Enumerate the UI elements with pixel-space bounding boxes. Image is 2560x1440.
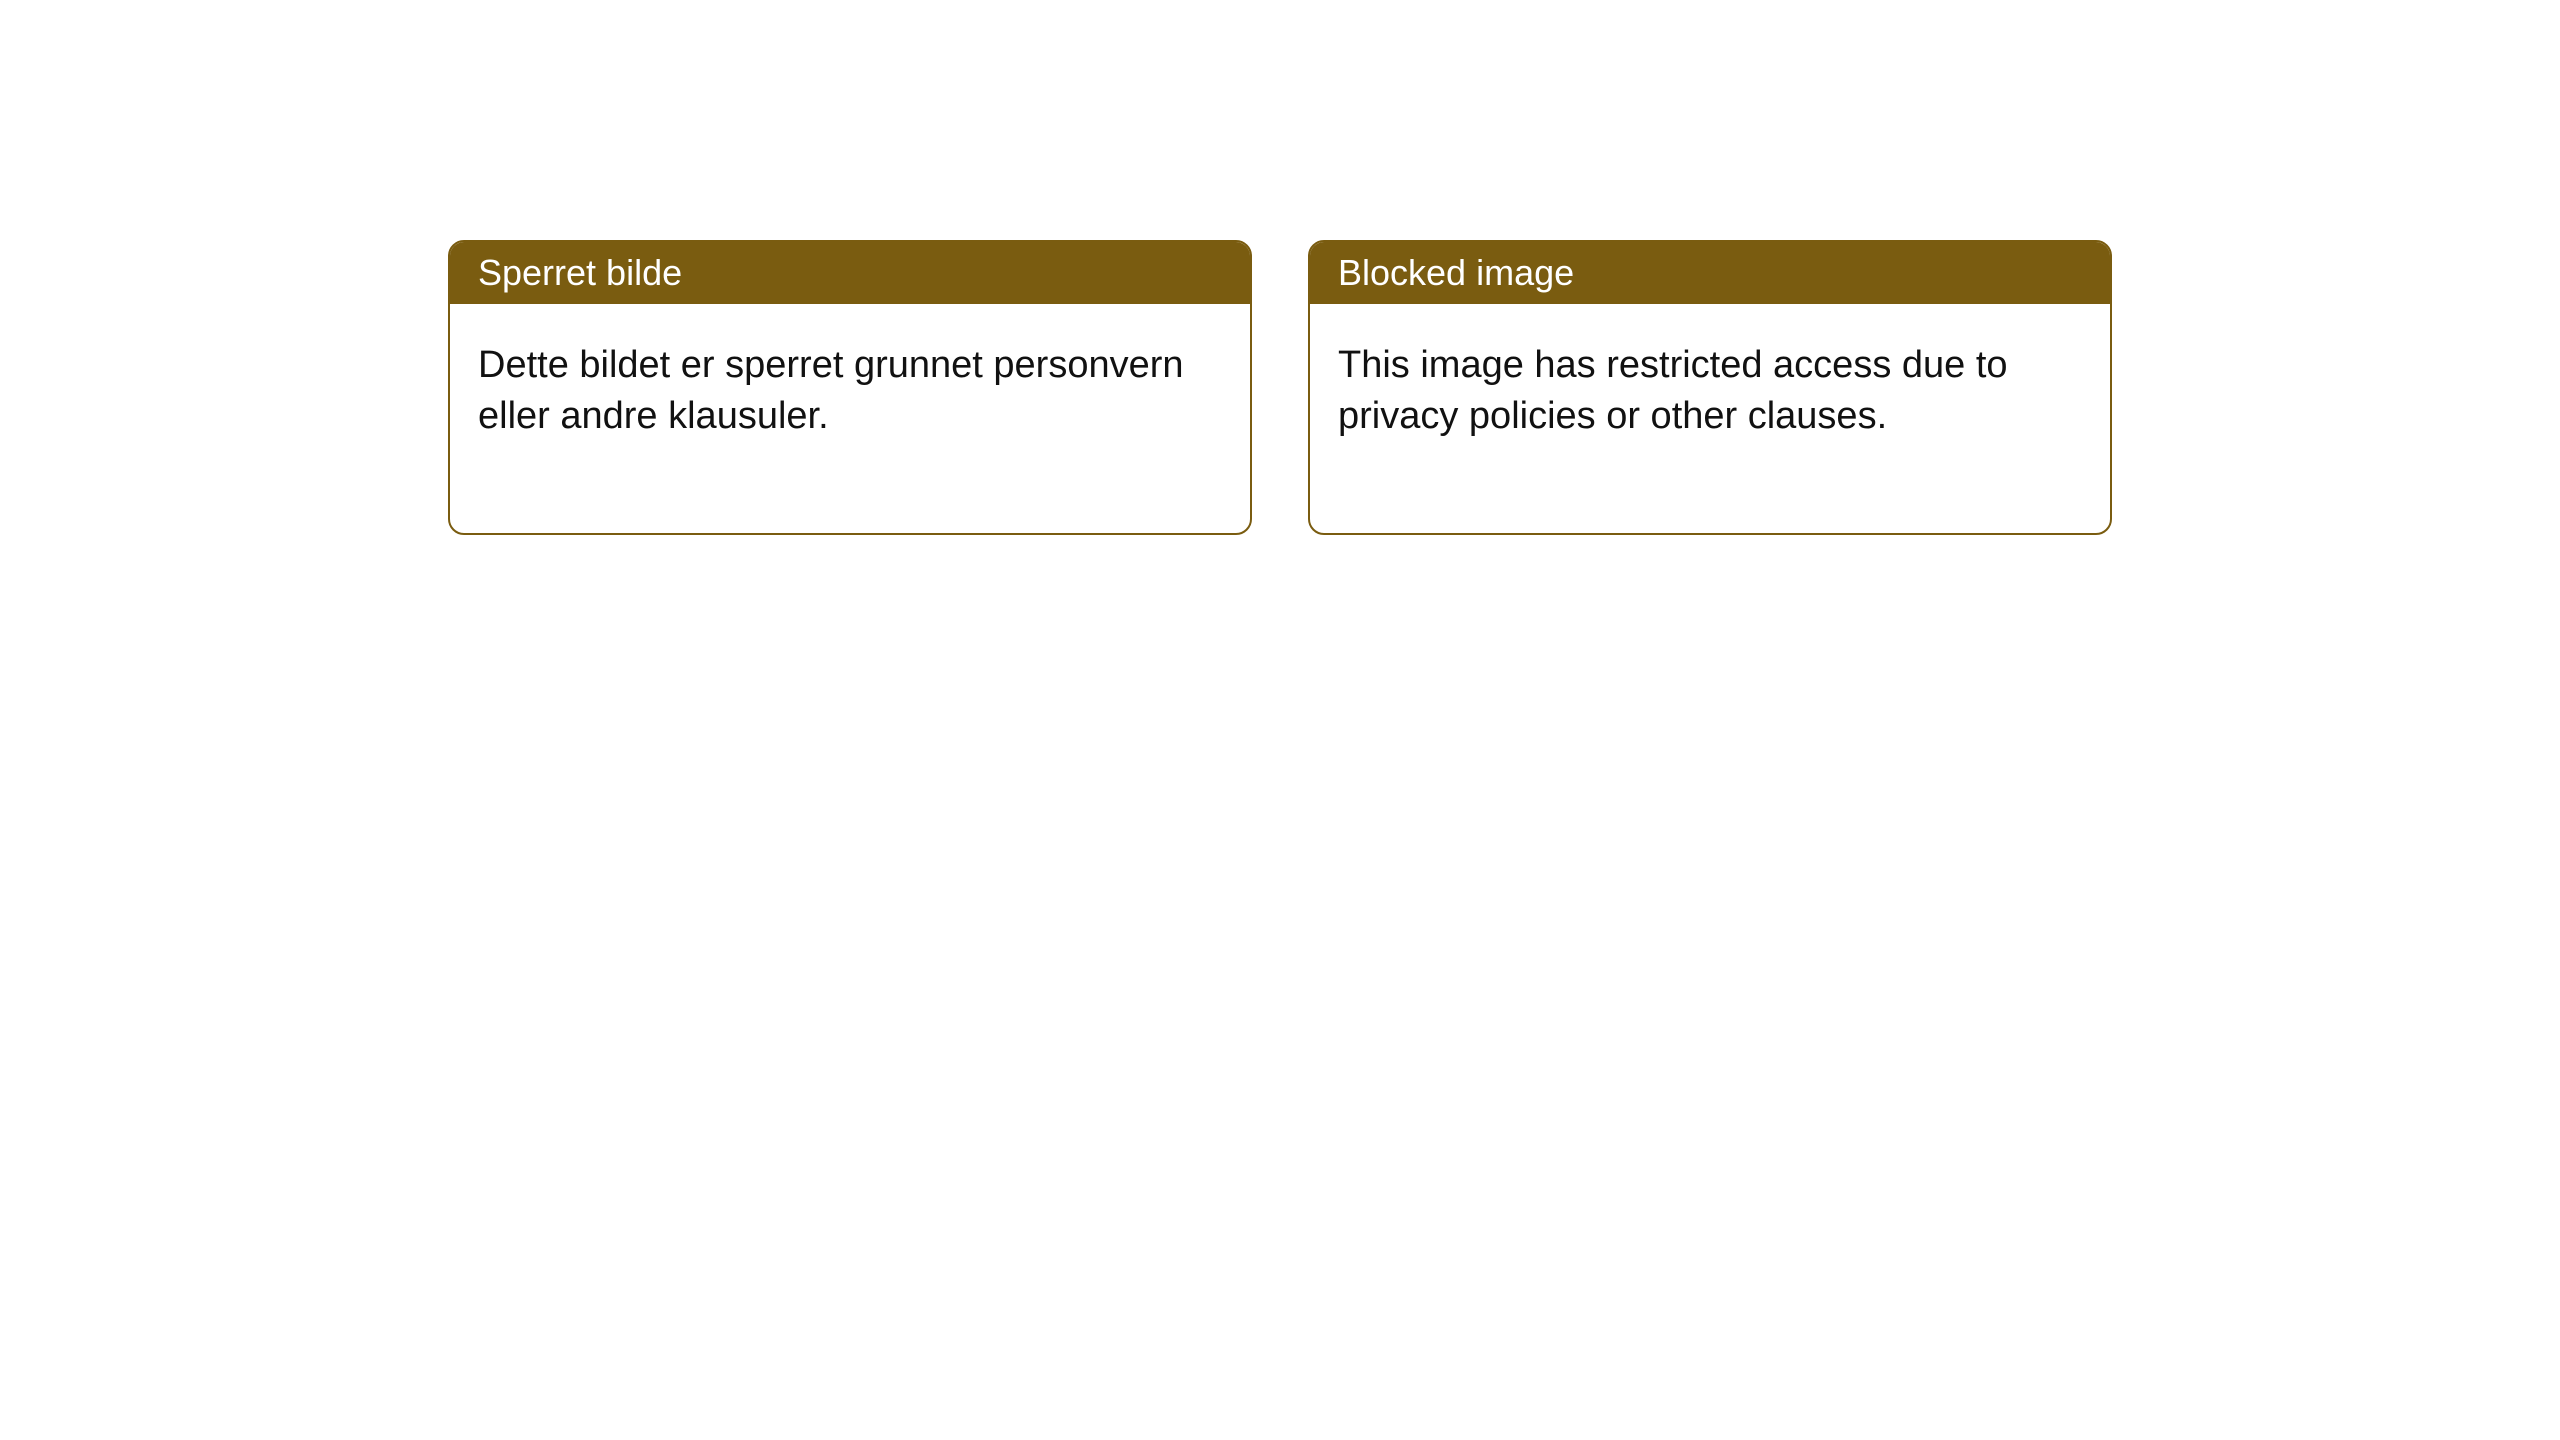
notice-header-en: Blocked image	[1310, 242, 2110, 304]
notice-card-no: Sperret bilde Dette bildet er sperret gr…	[448, 240, 1252, 535]
notice-container: Sperret bilde Dette bildet er sperret gr…	[0, 0, 2560, 535]
notice-body-no: Dette bildet er sperret grunnet personve…	[450, 304, 1250, 533]
notice-body-en: This image has restricted access due to …	[1310, 304, 2110, 533]
notice-card-en: Blocked image This image has restricted …	[1308, 240, 2112, 535]
notice-header-no: Sperret bilde	[450, 242, 1250, 304]
